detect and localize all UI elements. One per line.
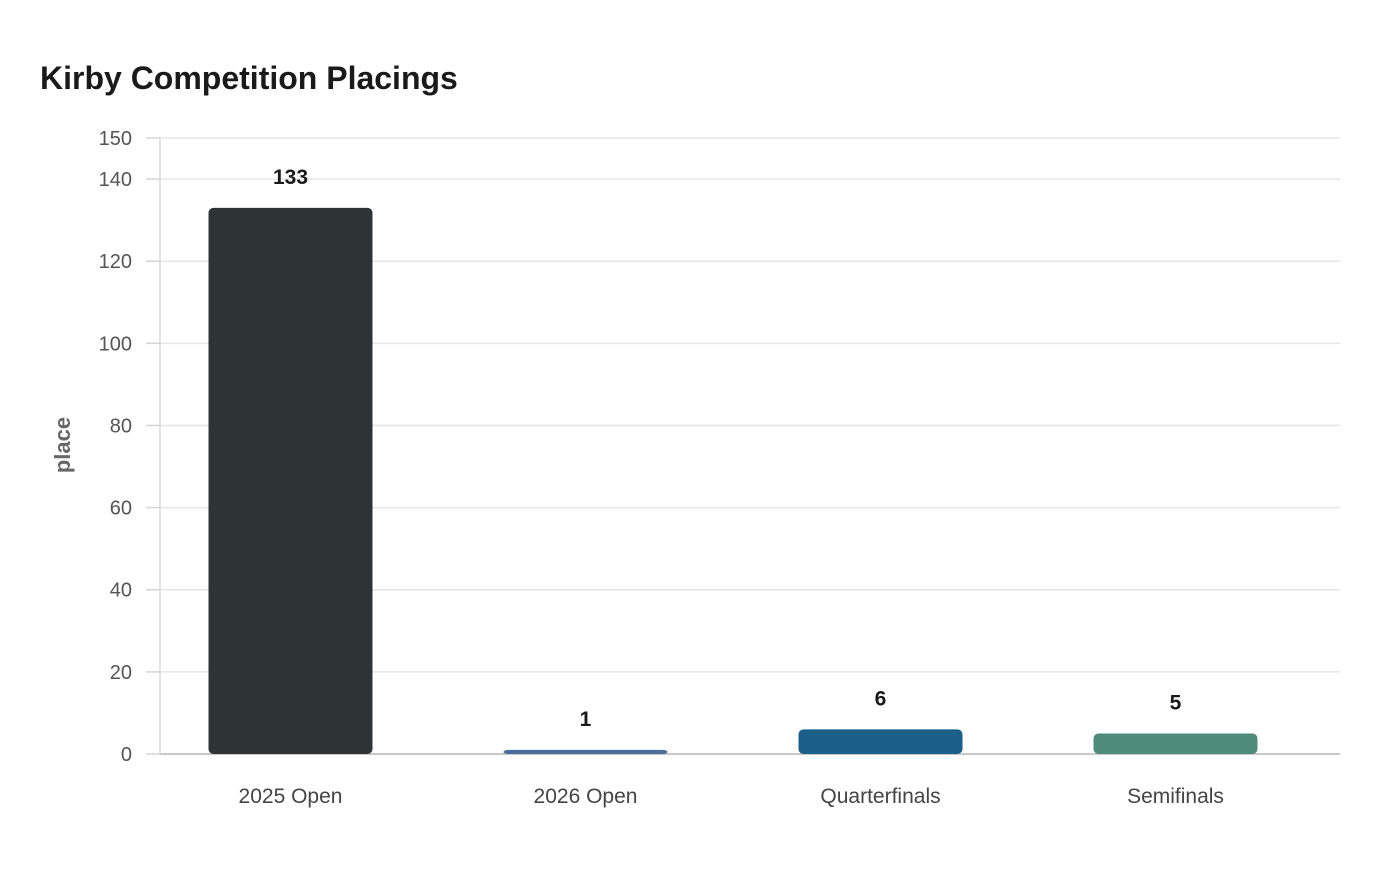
bars (208, 207, 1258, 754)
data-labels: 133 1 6 5 (273, 166, 1182, 731)
y-tick-label: 40 (110, 580, 132, 602)
data-label: 5 (1170, 691, 1182, 714)
x-category-label: Semifinals (1127, 785, 1224, 808)
data-label: 1 (580, 708, 592, 731)
y-tick-label: 100 (99, 333, 132, 355)
data-label: 133 (273, 166, 308, 189)
y-tick-label: 20 (110, 662, 132, 684)
x-category-label: 2026 Open (534, 785, 638, 808)
chart-title: Kirby Competition Placings (40, 60, 458, 96)
y-tick-label: 140 (99, 169, 132, 191)
bar-2026-open (503, 749, 668, 754)
y-tick-label: 120 (99, 251, 132, 273)
x-category-label: Quarterfinals (820, 785, 940, 808)
bar-semifinals (1093, 733, 1258, 754)
y-tick-label: 0 (121, 744, 132, 766)
y-tick-label: 60 (110, 498, 132, 520)
y-tick-label: 150 (99, 128, 132, 150)
y-tick-label: 80 (110, 415, 132, 437)
bar-quarterfinals (798, 729, 963, 754)
x-axis-categories: 2025 Open 2026 Open Quarterfinals Semifinal… (239, 785, 1224, 808)
bar-2025-open (208, 207, 373, 754)
data-label: 6 (875, 687, 887, 710)
y-axis-title: place (50, 417, 75, 473)
x-category-label: 2025 Open (239, 785, 343, 808)
y-axis-ticks: 0 20 40 60 80 100 120 140 150 (99, 128, 160, 766)
